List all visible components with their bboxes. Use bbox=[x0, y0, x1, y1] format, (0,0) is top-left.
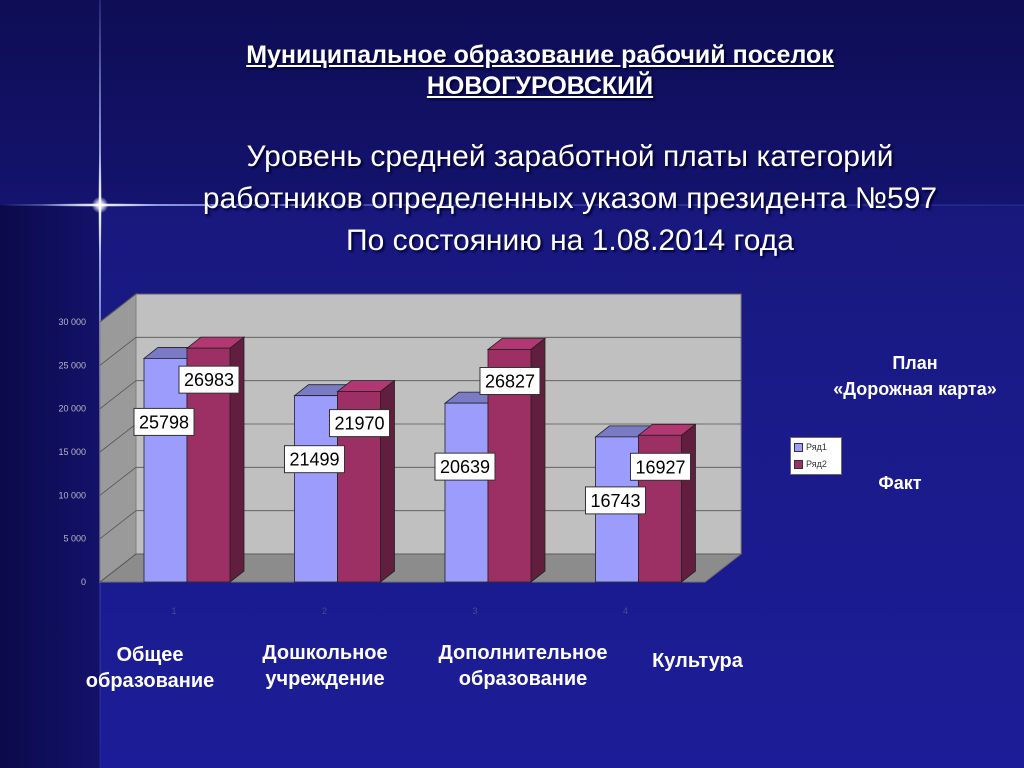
x-tick-label: 1 bbox=[171, 606, 176, 616]
title-line-1: Уровень средней заработной платы категор… bbox=[246, 140, 894, 173]
plan-label-line-2: «Дорожная карта» bbox=[833, 379, 997, 399]
category-label-1: Общее образование bbox=[70, 642, 230, 694]
category-label-2-line-2: учреждение bbox=[265, 668, 385, 690]
data-label-s2-c4: 16927 bbox=[629, 452, 691, 481]
y-tick-label: 0 bbox=[81, 577, 86, 587]
gridline-side bbox=[99, 553, 137, 583]
gridline-side bbox=[99, 337, 137, 366]
data-label-s2-c3: 26827 bbox=[479, 366, 541, 395]
chart-legend: Ряд1 Ряд2 bbox=[790, 437, 842, 475]
x-tick-label: 4 bbox=[623, 606, 628, 616]
gridline-side bbox=[99, 510, 137, 539]
data-label-text: 25798 bbox=[139, 412, 189, 432]
chart-x-ticks: 1 2 3 4 bbox=[171, 606, 627, 616]
category-label-2: Дошкольное учреждение bbox=[240, 640, 410, 692]
data-label-s2-c2: 21970 bbox=[328, 409, 390, 438]
gridline-side bbox=[99, 380, 137, 409]
data-label-text: 20639 bbox=[440, 457, 490, 477]
category-label-1-line-1: Общее bbox=[116, 644, 184, 666]
header-line-2: НОВОГУРОВСКИЙ bbox=[426, 72, 654, 100]
data-label-text: 16743 bbox=[590, 491, 640, 511]
decor-horizontal-line bbox=[0, 204, 1024, 206]
data-label-box bbox=[283, 445, 345, 474]
legend-label-series-2: Ряд2 bbox=[806, 459, 827, 469]
title-line-3: По состоянию на 1.08.2014 года bbox=[346, 224, 794, 257]
x-tick-label: 3 bbox=[472, 606, 477, 616]
category-label-4-line-1: Культура bbox=[652, 650, 743, 672]
data-label-text: 21499 bbox=[289, 450, 339, 470]
data-label-box bbox=[178, 365, 240, 394]
data-label-s1-c3: 20639 bbox=[434, 452, 496, 481]
category-label-3-line-2: образование bbox=[458, 668, 588, 690]
data-label-box bbox=[434, 452, 496, 481]
decor-star-icon bbox=[92, 197, 108, 213]
legend-item-series-2: Ряд2 bbox=[794, 458, 827, 470]
legend-swatch-series-2 bbox=[794, 459, 803, 469]
gridline-side bbox=[99, 293, 137, 323]
legend-swatch-series-1 bbox=[794, 442, 803, 452]
data-label-s1-c1: 25798 bbox=[133, 407, 195, 436]
bar-front bbox=[444, 402, 489, 583]
category-label-3-line-1: Дополнительное bbox=[438, 642, 608, 664]
gridline-side bbox=[99, 423, 137, 453]
chart-data-labels: 25798 26983 21499 21970 20639 26827 16743 16927 bbox=[133, 365, 691, 515]
y-tick-label: 5 000 bbox=[63, 534, 86, 544]
gridline-side bbox=[99, 467, 137, 496]
category-label-4: Культура bbox=[630, 648, 765, 674]
title-line-2: работников определенных указом президент… bbox=[202, 182, 938, 215]
y-tick-label: 20 000 bbox=[58, 404, 86, 414]
plan-label: План «Дорожная карта» bbox=[800, 350, 1024, 402]
data-label-box bbox=[328, 409, 390, 438]
category-label-1-line-2: образование bbox=[85, 670, 215, 692]
bar-front bbox=[143, 358, 188, 583]
y-tick-label: 15 000 bbox=[58, 447, 86, 457]
background-top-band bbox=[0, 0, 1024, 205]
legend-item-series-1: Ряд1 bbox=[794, 441, 827, 453]
data-label-s2-c1: 26983 bbox=[178, 365, 240, 394]
bar-side bbox=[681, 423, 696, 583]
data-label-text: 16927 bbox=[635, 457, 685, 477]
data-label-text: 26983 bbox=[184, 370, 234, 390]
category-label-2-line-1: Дошкольное bbox=[262, 642, 388, 664]
data-label-s1-c2: 21499 bbox=[283, 445, 345, 474]
data-label-box bbox=[133, 407, 195, 436]
page-header: Муниципальное образование рабочий посело… bbox=[140, 40, 940, 102]
data-label-box bbox=[629, 452, 691, 481]
data-label-box bbox=[479, 366, 541, 395]
data-label-s1-c4: 16743 bbox=[584, 486, 646, 515]
chart-y-ticks: 0 5 000 10 000 15 000 20 000 25 000 30 000 bbox=[58, 317, 86, 587]
y-tick-label: 10 000 bbox=[58, 490, 86, 500]
plan-label-line-1: План bbox=[892, 353, 938, 373]
bar-s2-c4 bbox=[637, 423, 697, 583]
fact-label: Факт bbox=[878, 473, 922, 493]
x-tick-label: 2 bbox=[322, 606, 327, 616]
category-label-3: Дополнительное образование bbox=[418, 640, 628, 692]
page-title: Уровень средней заработной платы категор… bbox=[120, 136, 1020, 262]
y-tick-label: 25 000 bbox=[58, 360, 86, 370]
data-label-text: 21970 bbox=[334, 414, 384, 434]
y-tick-label: 30 000 bbox=[58, 317, 86, 327]
bar-chart: 0 5 000 10 000 15 000 20 000 25 000 30 000 257… bbox=[58, 292, 743, 616]
header-line-1: Муниципальное образование рабочий посело… bbox=[246, 41, 834, 69]
legend-label-series-1: Ряд1 bbox=[806, 442, 827, 452]
data-label-box bbox=[584, 486, 646, 515]
data-label-text: 26827 bbox=[485, 371, 535, 391]
